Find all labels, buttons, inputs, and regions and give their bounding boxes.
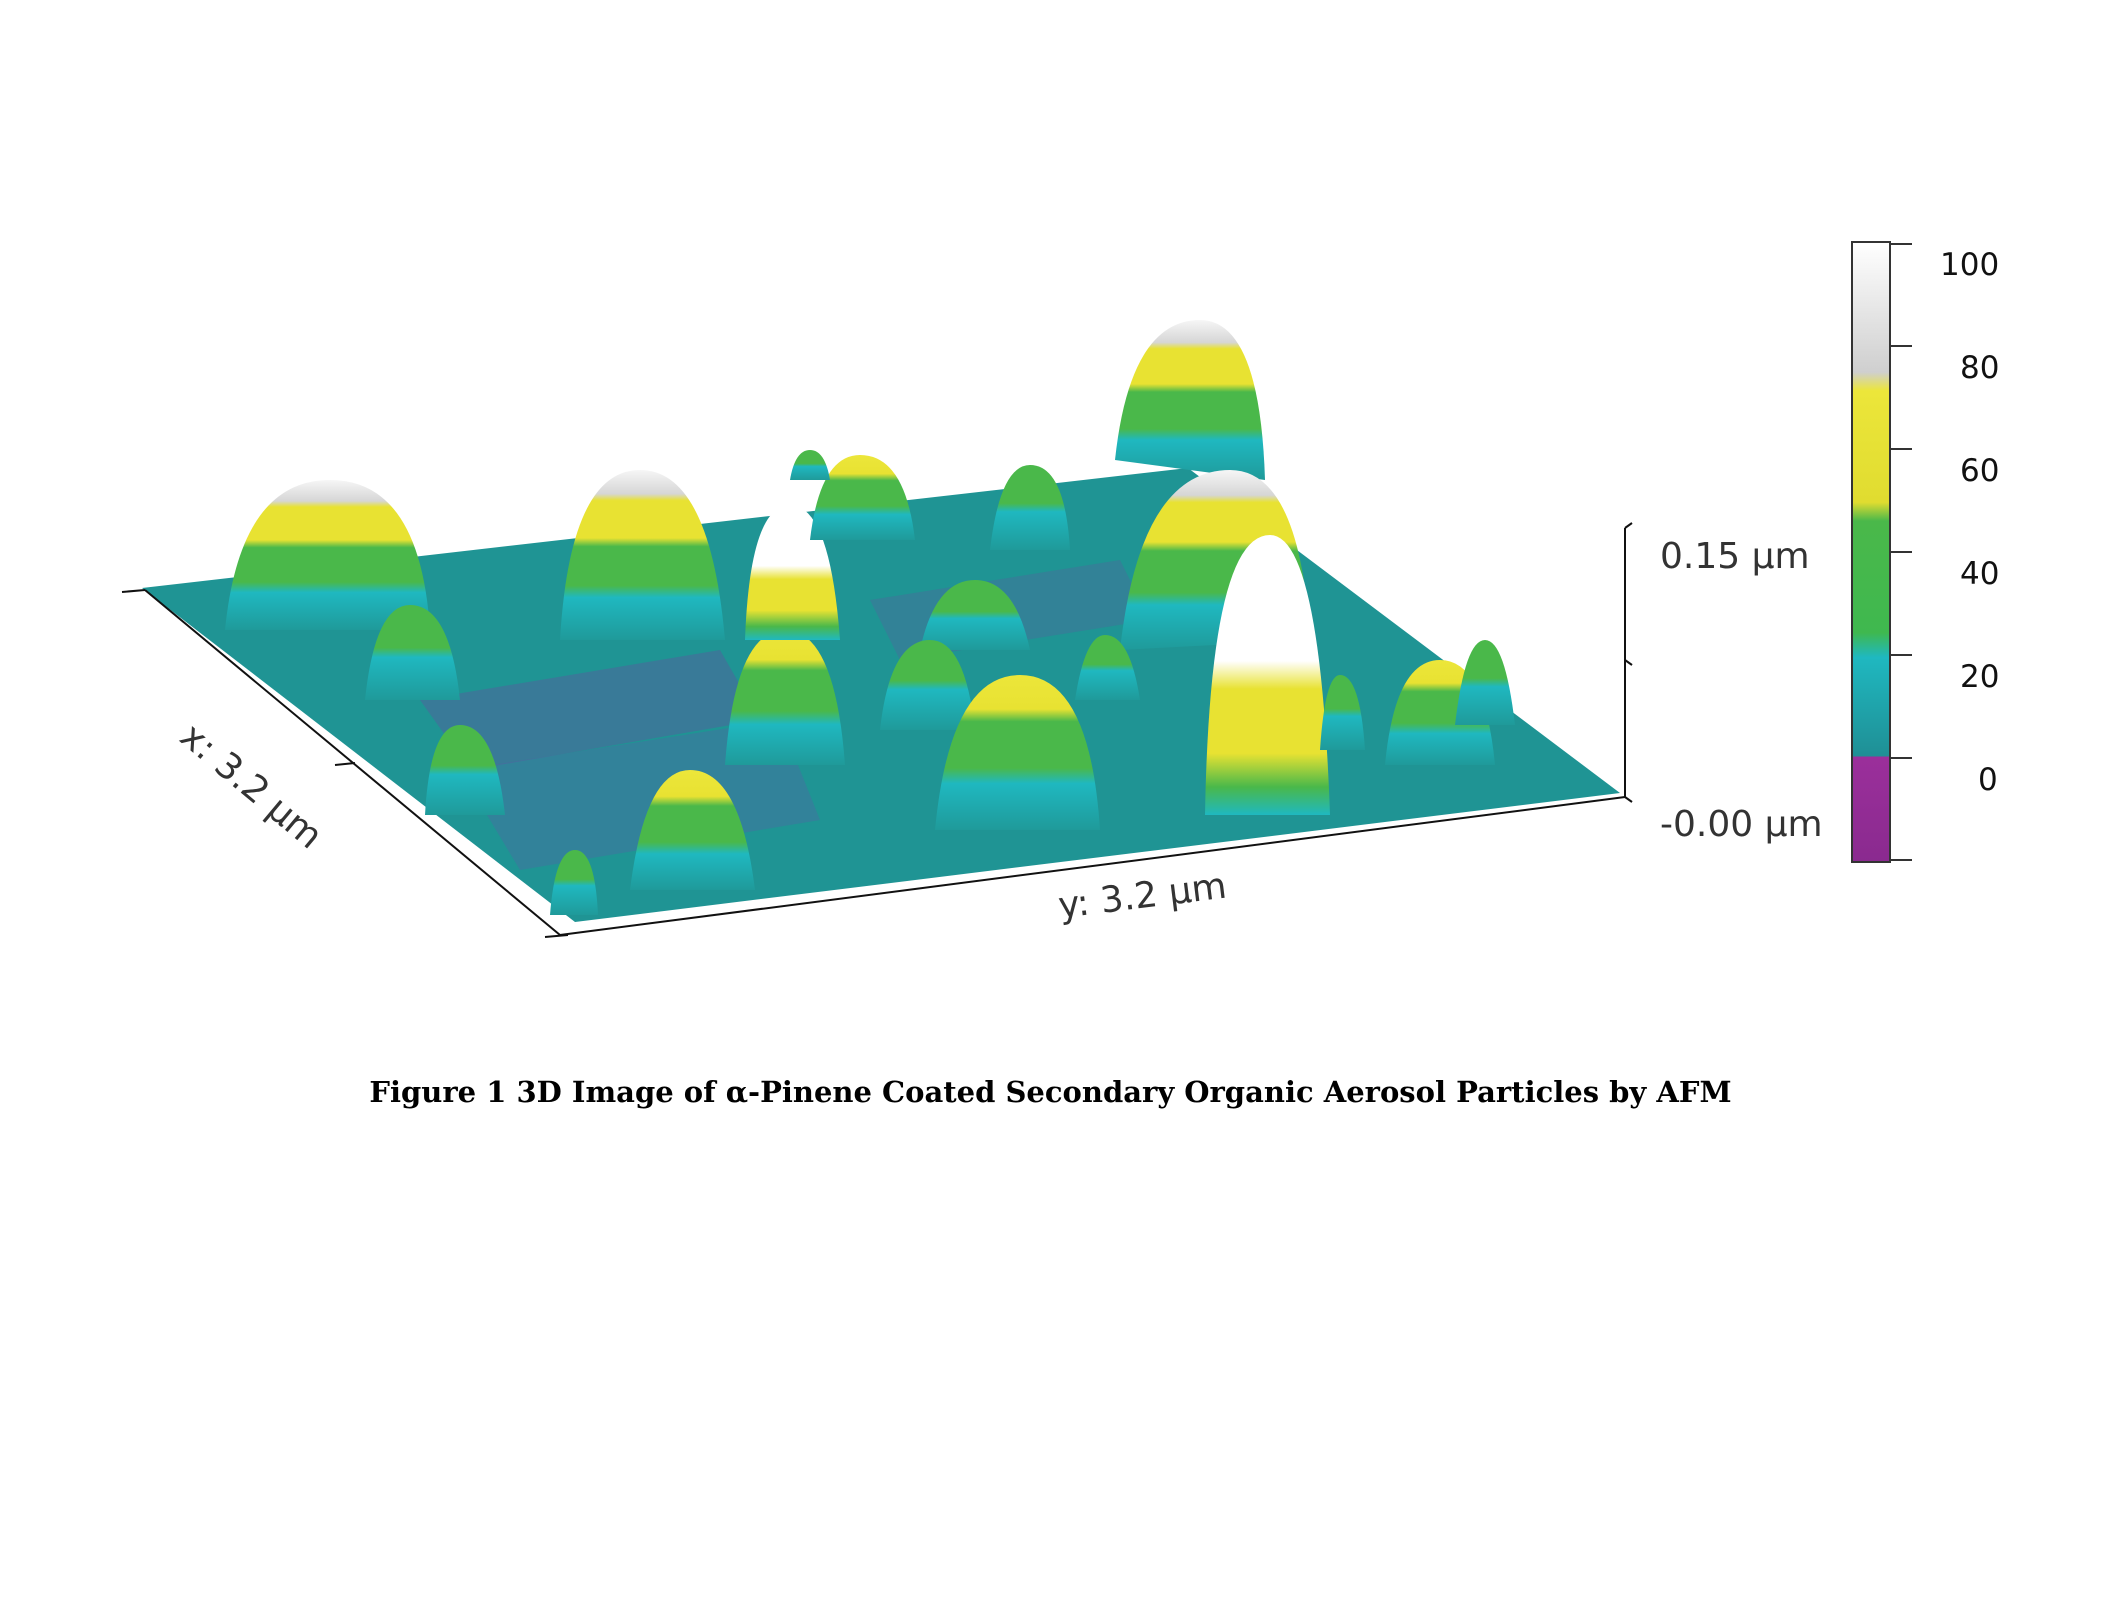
colorbar-tick-label: 40 (1960, 556, 1999, 592)
particle (920, 580, 1030, 650)
x-axis-tick (334, 762, 356, 766)
particle (560, 470, 725, 640)
colorbar-tick-label: 100 (1940, 247, 1999, 283)
caption-rest: -Pinene Coated Secondary Organic Aerosol… (748, 1075, 1732, 1109)
particle (1205, 535, 1330, 815)
particle (935, 675, 1100, 830)
colorbar: 100 80 60 40 20 0 (1851, 241, 1999, 863)
particle (990, 465, 1070, 550)
particle (810, 455, 915, 540)
particle (725, 630, 845, 765)
figure-caption: Figure 1 3D Image of α-Pinene Coated Sec… (0, 1075, 2101, 1109)
z-axis-bottom-label: -0.00 µm (1660, 804, 1823, 845)
particle (550, 850, 598, 915)
z-axis-tick (1624, 659, 1633, 666)
colorbar-tick-label: 80 (1960, 350, 1999, 386)
colorbar-gradient (1851, 241, 1891, 863)
particle (225, 480, 430, 630)
colorbar-tick-label: 0 (1978, 762, 1998, 798)
colorbar-tick-label: 20 (1960, 659, 1999, 695)
particle (1455, 640, 1515, 725)
x-axis-tick (121, 589, 146, 593)
particle (1115, 320, 1265, 480)
particle (630, 770, 755, 890)
x-axis-label: x: 3.2 µm (172, 715, 330, 857)
y-axis-line (559, 796, 1626, 936)
particle (425, 725, 505, 815)
z-axis-tick (1624, 522, 1633, 529)
particle (1075, 635, 1140, 700)
y-axis-tick (1624, 796, 1633, 803)
caption-prefix: Figure 1 3D Image of (369, 1075, 726, 1109)
y-axis-label: y: 3.2 µm (1056, 866, 1229, 927)
axes (121, 522, 1633, 938)
particle (790, 450, 830, 480)
caption-alpha: α (725, 1075, 749, 1109)
particles (225, 320, 1515, 915)
particle (1320, 675, 1365, 750)
z-axis-top-label: 0.15 µm (1660, 536, 1810, 577)
trough-streak (420, 650, 760, 770)
particle (880, 640, 975, 730)
particle (365, 605, 460, 700)
colorbar-tick-label: 60 (1960, 453, 1999, 489)
